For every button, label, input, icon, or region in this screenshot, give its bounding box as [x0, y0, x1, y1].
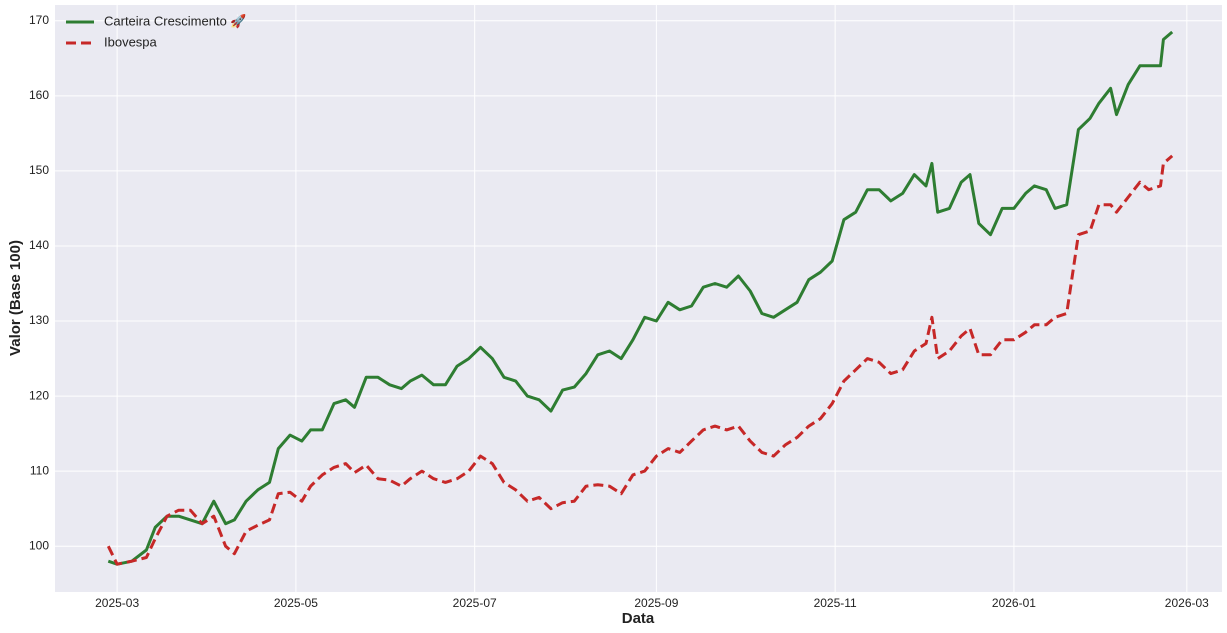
x-axis-title: Data [622, 610, 655, 627]
x-tick-label: 2025-07 [453, 596, 497, 610]
x-tick-label: 2025-11 [814, 596, 857, 610]
x-tick-label: 2025-09 [634, 596, 678, 610]
series-line [106, 154, 1174, 566]
y-tick-label: 130 [29, 313, 49, 327]
x-tick-label: 2025-03 [95, 596, 139, 610]
y-tick-label: 110 [30, 463, 49, 477]
series-line [107, 30, 1174, 566]
y-tick-label: 140 [29, 238, 49, 252]
x-tick-label: 2026-01 [992, 596, 1036, 610]
legend-label: Ibovespa [104, 34, 158, 49]
y-tick-label: 160 [29, 88, 49, 102]
x-tick-label: 2026-03 [1165, 596, 1209, 610]
y-tick-label: 100 [29, 538, 49, 552]
y-tick-label: 170 [29, 13, 49, 27]
legend-label: Carteira Crescimento 🚀 [104, 13, 247, 28]
y-axis-title: Valor (Base 100) [7, 240, 24, 356]
plot-area [55, 5, 1222, 592]
x-tick-label: 2025-05 [274, 596, 318, 610]
y-tick-label: 150 [29, 163, 49, 177]
y-tick-label: 120 [29, 388, 49, 402]
